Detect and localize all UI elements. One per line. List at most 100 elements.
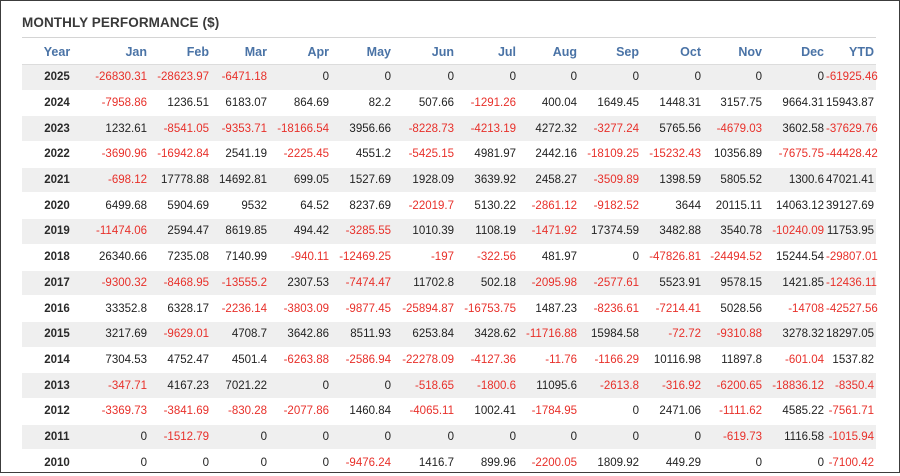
value-cell-aug: 0 [518, 424, 579, 451]
value-cell-oct: 1398.59 [641, 167, 703, 194]
value-cell-jul: 5130.22 [456, 192, 518, 220]
value-cell-ytd: -42527.56 [826, 295, 878, 322]
value-cell-jan: 0 [92, 449, 149, 476]
value-cell-mar: 2541.19 [211, 141, 269, 168]
value-cell-nov: -9310.88 [703, 321, 764, 348]
value-cell-jul: 1108.19 [456, 218, 518, 245]
table-row: 2021 -698.12 17778.88 14692.81 699.05 1527.69… [22, 167, 876, 194]
value-cell-jun: 11702.8 [393, 270, 456, 297]
value-cell-may: 8511.93 [331, 321, 393, 348]
value-cell-oct: -15232.43 [641, 141, 703, 168]
value-cell-mar: -9353.71 [211, 115, 269, 143]
value-cell-oct: 1448.31 [641, 90, 703, 117]
value-cell-dec: -601.04 [764, 347, 826, 374]
value-cell-aug: 4272.32 [518, 115, 579, 143]
year-cell: 2010 [22, 449, 92, 476]
value-cell-may: -3285.55 [331, 218, 393, 245]
column-header-feb: Feb [149, 40, 211, 65]
value-cell-sep: 17374.59 [579, 218, 641, 245]
value-cell-nov: 3540.78 [703, 218, 764, 245]
value-cell-jul: 4981.97 [456, 141, 518, 168]
value-cell-mar: -13555.2 [211, 270, 269, 297]
table-row: 2020 6499.68 5904.69 9532 64.52 8237.69 -22019… [22, 192, 876, 220]
value-cell-oct: -47826.81 [641, 244, 703, 271]
value-cell-apr: 0 [269, 372, 331, 399]
value-cell-aug: -2095.98 [518, 270, 579, 297]
value-cell-ytd: 11753.95 [826, 218, 876, 245]
table-row: 2012 -3369.73 -3841.69 -830.28 -2077.86 1460.… [22, 398, 876, 425]
value-cell-sep: -3509.89 [579, 167, 641, 194]
value-cell-dec: -18836.12 [764, 372, 826, 399]
header-row: Year Jan Feb Mar Apr May Jun Jul Aug Sep Oct Nov Dec… [22, 40, 876, 65]
value-cell-nov: -4679.03 [703, 115, 764, 143]
value-cell-nov: 0 [703, 449, 764, 476]
value-cell-dec: 15244.54 [764, 244, 826, 271]
value-cell-dec: 3278.32 [764, 321, 826, 348]
table-row: 2022 -3690.96 -16942.84 2541.19 -2225.45 4551… [22, 141, 878, 168]
value-cell-may: -7474.47 [331, 270, 393, 297]
value-cell-sep: -1166.29 [579, 347, 641, 374]
year-cell: 2024 [22, 90, 92, 117]
year-cell: 2012 [22, 398, 92, 425]
value-cell-feb: 4167.23 [149, 372, 211, 399]
year-cell: 2011 [22, 424, 92, 451]
value-cell-apr: 864.69 [269, 90, 331, 117]
value-cell-jun: 1416.7 [393, 449, 456, 476]
value-cell-aug: 2458.27 [518, 167, 579, 194]
value-cell-jul: -1800.6 [456, 372, 518, 399]
year-cell: 2025 [22, 64, 92, 91]
value-cell-ytd: 47021.41 [826, 167, 876, 194]
value-cell-aug: -2200.05 [518, 449, 579, 476]
value-cell-jun: -4065.11 [393, 398, 456, 425]
value-cell-feb: -1512.79 [149, 424, 211, 451]
year-cell: 2019 [22, 218, 92, 245]
value-cell-jan: -347.71 [92, 372, 149, 399]
column-header-ytd: YTD [826, 40, 876, 65]
value-cell-aug: -1784.95 [518, 398, 579, 425]
value-cell-jan: -11474.06 [92, 218, 149, 245]
value-cell-jan: -698.12 [92, 167, 149, 194]
value-cell-sep: 0 [579, 64, 641, 91]
value-cell-sep: 1649.45 [579, 90, 641, 117]
value-cell-jan: 0 [92, 424, 149, 451]
value-cell-dec: 0 [764, 449, 826, 476]
value-cell-jul: -4127.36 [456, 347, 518, 374]
value-cell-dec: 14063.12 [764, 192, 826, 220]
year-cell: 2013 [22, 372, 92, 399]
value-cell-feb: -8541.05 [149, 115, 211, 143]
value-cell-apr: 494.42 [269, 218, 331, 245]
value-cell-may: 8237.69 [331, 192, 393, 220]
value-cell-jan: 7304.53 [92, 347, 149, 374]
value-cell-feb: 1236.51 [149, 90, 211, 117]
column-header-aug: Aug [518, 40, 579, 65]
value-cell-jun: -197 [393, 244, 456, 271]
value-cell-apr: -2077.86 [269, 398, 331, 425]
value-cell-nov: 11897.8 [703, 347, 764, 374]
value-cell-oct: 10116.98 [641, 347, 703, 374]
value-cell-apr: 2307.53 [269, 270, 331, 297]
value-cell-ytd: -61925.46 [826, 64, 878, 91]
value-cell-jan: 26340.66 [92, 244, 149, 271]
value-cell-apr: -940.11 [269, 244, 331, 271]
value-cell-mar: 4501.4 [211, 347, 269, 374]
column-header-may: May [331, 40, 393, 65]
value-cell-oct: -7214.41 [641, 295, 703, 322]
value-cell-may: 4551.2 [331, 141, 393, 168]
value-cell-oct: 0 [641, 424, 703, 451]
value-cell-feb: 17778.88 [149, 167, 211, 194]
table-row: 2015 3217.69 -9629.01 4708.7 3642.86 8511.93 6… [22, 321, 876, 348]
value-cell-sep: 0 [579, 398, 641, 425]
value-cell-sep: -2613.8 [579, 372, 641, 399]
value-cell-nov: -1111.62 [703, 398, 764, 425]
column-header-sep: Sep [579, 40, 641, 65]
value-cell-sep: 15984.58 [579, 321, 641, 348]
value-cell-sep: 0 [579, 244, 641, 271]
value-cell-apr: 64.52 [269, 192, 331, 220]
value-cell-ytd: -12436.11 [826, 270, 877, 297]
value-cell-feb: -3841.69 [149, 398, 211, 425]
value-cell-mar: -830.28 [211, 398, 269, 425]
table-row: 2025 -26830.31 -28623.97 -6471.18 0 0 0 0 0 0 0 0 0-… [22, 64, 878, 91]
column-header-jun: Jun [393, 40, 456, 65]
value-cell-jun: 6253.84 [393, 321, 456, 348]
value-cell-aug: 1487.23 [518, 295, 579, 322]
